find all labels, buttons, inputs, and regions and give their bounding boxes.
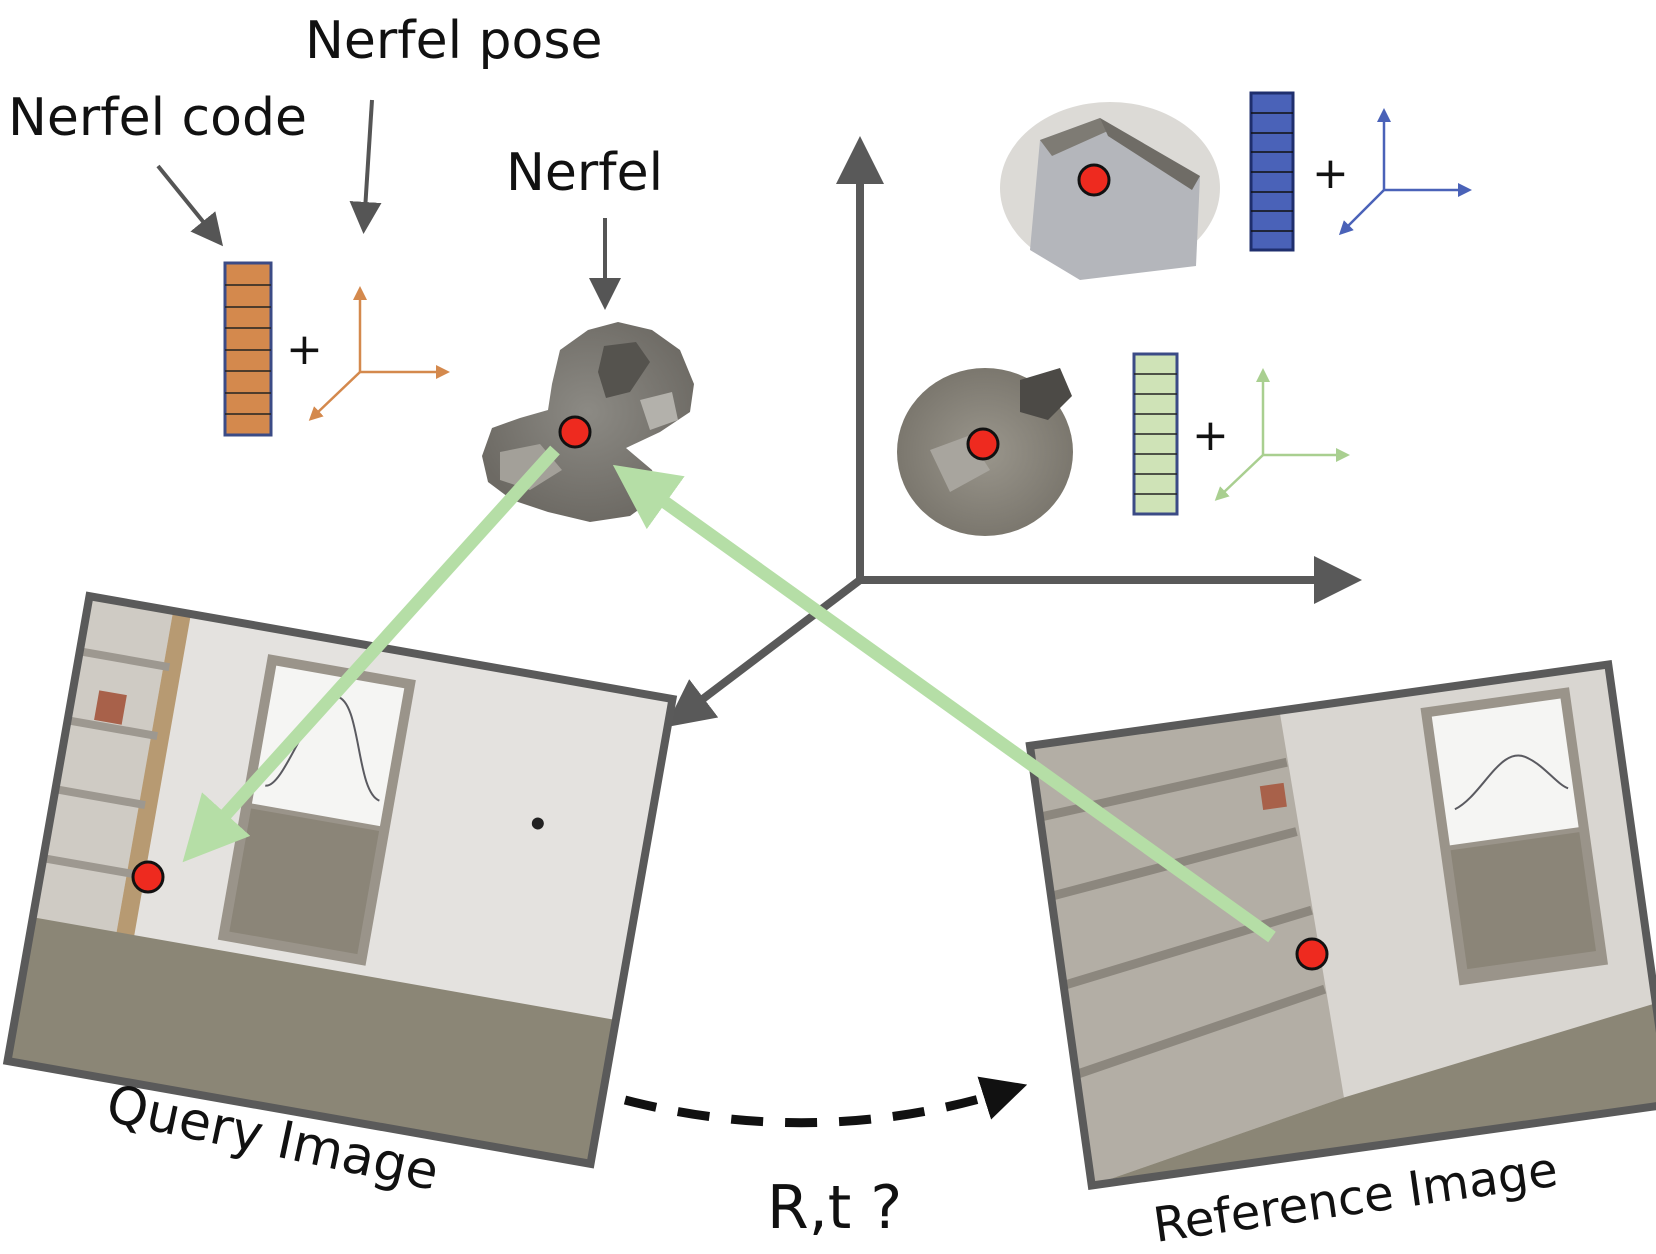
world-axes xyxy=(665,136,1362,728)
reference-image xyxy=(1025,660,1656,1190)
pointer-nerfel-pose xyxy=(349,99,382,234)
query-image xyxy=(2,591,678,1169)
keypoint-reference xyxy=(1295,937,1329,971)
projection-rays xyxy=(182,445,1276,943)
keypoints xyxy=(131,163,1329,971)
plus-sign-green: + xyxy=(1192,410,1229,461)
nerfel-code-blue xyxy=(1249,91,1295,252)
keypoint-query xyxy=(131,860,165,894)
ray-reference-to-nerfel xyxy=(612,464,1276,943)
nerfel-pose-blue xyxy=(1338,108,1472,236)
nerfel-code-green xyxy=(1132,352,1179,516)
label-nerfel-code: Nerfel code xyxy=(8,88,307,148)
keypoint-nerfel-blue xyxy=(1077,163,1111,197)
nerfel-code-orange xyxy=(223,261,273,437)
plus-sign-orange: + xyxy=(286,324,323,375)
relative-pose-arrow xyxy=(623,1076,1028,1128)
label-nerfel-pose: Nerfel pose xyxy=(305,11,602,71)
plus-sign-blue: + xyxy=(1312,148,1349,199)
label-relative-pose: R,t ? xyxy=(767,1173,902,1243)
nerfel-patch-blue xyxy=(1000,102,1220,280)
pointer-nerfel-code xyxy=(156,164,224,247)
ray-nerfel-to-query xyxy=(182,445,560,863)
keypoint-nerfel-gray xyxy=(966,427,1000,461)
nerfel-pose-green xyxy=(1214,368,1350,501)
nerfel-pose-orange xyxy=(308,286,450,421)
keypoint-nerfel-main xyxy=(558,415,592,449)
pointer-arrows xyxy=(156,99,621,310)
world-axis-y xyxy=(665,576,863,728)
label-nerfel: Nerfel xyxy=(506,143,663,203)
